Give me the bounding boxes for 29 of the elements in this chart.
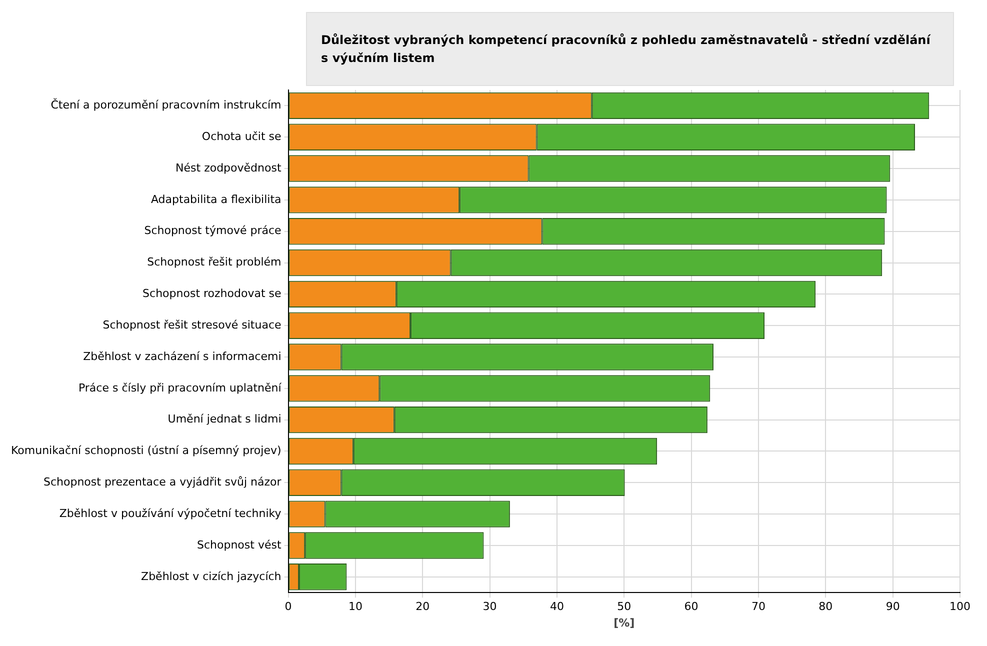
x-tick-label: 100	[950, 600, 970, 614]
y-tick-label: Schopnost řešit stresové situace	[102, 318, 282, 332]
x-tick-label: 40	[550, 600, 564, 614]
y-tick-label: Zběhlost v cizích jazycích	[141, 570, 282, 583]
x-tick-label: 10	[348, 600, 362, 614]
y-tick-label: Schopnost vést	[197, 538, 282, 552]
y-tick-label: Čtení a porozumění pracovním instrukcím	[50, 98, 282, 112]
y-tick-label: Práce s čísly při pracovním uplatnění	[78, 381, 282, 394]
x-tick-label: 70	[751, 600, 766, 614]
y-tick-label: Zběhlost v používání výpočetní techniky	[59, 506, 282, 520]
x-tick-label: 30	[482, 600, 497, 614]
y-tick-label: Schopnost týmové práce	[144, 224, 282, 238]
y-tick-label: Adaptabilita a flexibilita	[150, 192, 282, 206]
x-tick-label: 60	[684, 600, 698, 614]
x-tick-label: 50	[617, 600, 632, 614]
y-tick-label: Schopnost řešit problém	[147, 256, 282, 269]
x-tick-label: 20	[416, 600, 430, 614]
x-axis-title: [%]	[614, 616, 635, 630]
y-tick-label: Umění jednat s lidmi	[168, 412, 282, 426]
y-tick-label: Komunikační schopnosti (ústní a písemný projev)	[11, 444, 282, 458]
y-tick-label: Zběhlost v zacházení s informacemi	[83, 350, 282, 363]
y-tick-label: Nést zodpovědnost	[176, 161, 282, 174]
x-tick-label: 80	[818, 600, 833, 614]
y-tick-label: Schopnost rozhodovat se	[142, 287, 282, 300]
x-tick-label: 90	[886, 600, 900, 614]
x-tick-label: 0	[284, 600, 292, 614]
y-tick-label: Ochota učit se	[202, 130, 282, 143]
y-tick-label: Schopnost prezentace a vyjádřit svůj názor	[43, 476, 282, 489]
chart-title: Důležitost vybraných kompetencí pracovníků z pohledu zaměstnavatelů - střední vzdělání s výučním listem	[306, 12, 954, 86]
